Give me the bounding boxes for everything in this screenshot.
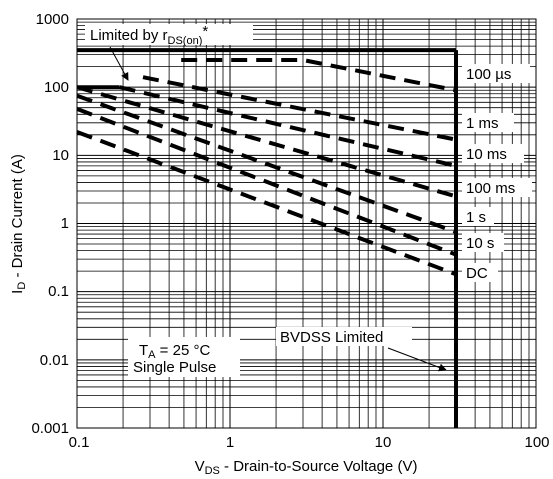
conditions-line-2: Single Pulse (133, 359, 216, 376)
x-axis-label: VDS - Drain-to-Source Voltage (V) (195, 458, 418, 477)
y-tick-label: 0.1 (48, 283, 69, 300)
x-tick-label: 100 (524, 434, 549, 451)
series-label-100ms: 100 ms (462, 178, 532, 197)
series-label: 100 µs (466, 66, 511, 83)
series-label-1s: 1 s (462, 207, 494, 226)
x-tick-label: 1 (226, 434, 234, 451)
x-tick-label: 0.1 (69, 434, 90, 451)
series-label: DC (466, 265, 488, 282)
y-tick-label: 100 (44, 79, 69, 96)
y-tick-label: 0.01 (40, 352, 69, 369)
series-label-1ms: 1 ms (462, 113, 514, 132)
series-label: 10 s (466, 235, 494, 252)
series-line (142, 75, 457, 142)
series-line (76, 85, 457, 199)
y-tick-label: 0.001 (31, 420, 69, 437)
bvdss-label: BVDSS Limited (280, 329, 383, 346)
rds-limit-label: Limited by rDS(on)* (90, 23, 208, 47)
series-line (76, 93, 457, 234)
bvdss-annotation: BVDSS Limited (276, 327, 447, 372)
y-tick-label: 1 (61, 215, 69, 232)
rds-limit-arrow (109, 46, 129, 81)
series-label-10ms: 10 ms (462, 144, 524, 163)
limit-lines (77, 48, 458, 428)
bvdss-arrow (387, 347, 447, 372)
series-label-dc: DC (462, 263, 498, 282)
series-line (119, 85, 457, 168)
y-axis-label: ID - Drain Current (A) (9, 154, 28, 294)
series-label: 10 ms (466, 146, 507, 163)
series-label-100us: 100 µs (462, 64, 530, 83)
y-tick-label: 10 (52, 147, 69, 164)
plot-frame (76, 18, 537, 429)
series-line (76, 107, 457, 257)
x-tick-label: 10 (375, 434, 392, 451)
series-label-10s: 10 s (462, 233, 504, 252)
series-lines (76, 58, 457, 277)
series-label: 1 ms (466, 115, 499, 132)
series-line (181, 58, 457, 93)
rds-limit-annotation: Limited by rDS(on)* (85, 23, 253, 81)
series-line (76, 130, 457, 277)
series-label: 100 ms (466, 180, 515, 197)
conditions-line-1: TA = 25 °C (139, 342, 210, 361)
conditions-annotation: TA = 25 °C Single Pulse (128, 337, 240, 377)
y-tick-label: 1000 (36, 11, 69, 28)
series-label: 1 s (466, 209, 486, 226)
